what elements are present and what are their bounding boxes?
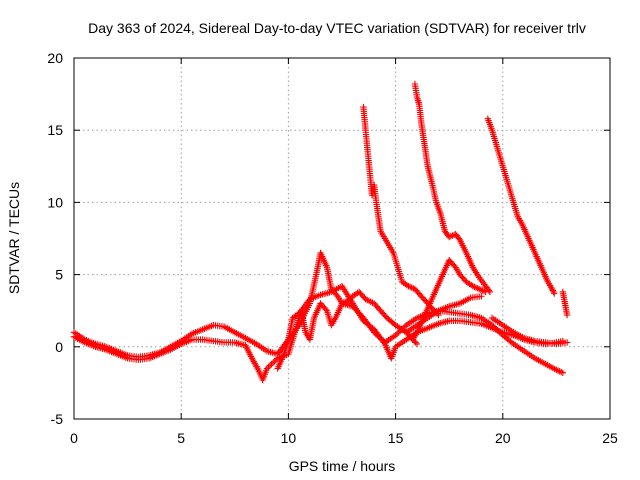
data-point	[451, 262, 458, 270]
x-tick-label: 15	[388, 430, 404, 446]
data-point	[433, 310, 441, 317]
data-point	[295, 310, 302, 317]
series-track-g	[411, 80, 494, 296]
data-point	[392, 332, 399, 339]
y-tick-label: 5	[55, 267, 63, 283]
data-point	[333, 291, 340, 299]
data-point	[432, 308, 439, 316]
x-axis-title: GPS time / hours	[289, 458, 396, 474]
data-point	[549, 287, 557, 294]
x-tick-labels: 0 5 10 15 20 25	[70, 430, 618, 446]
data-points	[70, 80, 571, 384]
data-point	[413, 340, 421, 348]
x-tick-label: 20	[495, 430, 511, 446]
data-point	[390, 320, 398, 328]
data-point	[508, 339, 516, 346]
series-track-i	[559, 288, 571, 319]
series-track-e	[403, 293, 485, 336]
data-point	[322, 306, 329, 313]
series-track-c	[274, 288, 421, 372]
series-track-h	[484, 115, 558, 297]
x-tick-label: 10	[281, 430, 297, 446]
data-point	[268, 360, 275, 368]
data-point	[455, 235, 463, 242]
data-point	[563, 339, 571, 346]
data-point	[551, 290, 558, 297]
data-point	[412, 339, 419, 346]
y-axis-title: SDTVAR / TECUs	[6, 182, 22, 294]
data-point	[269, 359, 277, 366]
y-tick-labels: -5 0 5 10 15 20	[47, 50, 63, 427]
chart-title: Day 363 of 2024, Sidereal Day-to-day VTE…	[88, 20, 586, 36]
data-point	[393, 330, 401, 338]
data-point	[485, 287, 493, 294]
data-point	[478, 293, 485, 300]
x-tick-label: 5	[177, 430, 185, 446]
data-point	[435, 311, 442, 319]
y-tick-label: 10	[47, 194, 63, 210]
y-tick-label: -5	[51, 411, 64, 427]
data-point	[369, 325, 376, 332]
data-point	[550, 288, 557, 296]
series-track-f	[360, 103, 442, 319]
data-point	[266, 362, 274, 369]
series-track-j	[488, 314, 571, 348]
series-track-b	[70, 282, 567, 384]
y-tick-label: 20	[47, 50, 63, 66]
x-tick-label: 0	[70, 430, 78, 446]
data-point	[563, 311, 571, 319]
y-tick-label: 0	[55, 339, 63, 355]
data-point	[345, 297, 352, 304]
data-point	[271, 358, 278, 365]
data-point	[263, 365, 271, 372]
data-point	[265, 363, 272, 371]
y-tick-label: 15	[47, 122, 63, 138]
data-point	[486, 288, 494, 296]
data-point	[559, 369, 567, 376]
x-tick-label: 25	[602, 430, 618, 446]
plot-frame	[73, 57, 611, 420]
data-point	[346, 295, 354, 303]
data-point	[430, 307, 438, 314]
data-point	[429, 306, 437, 313]
axis-ticks	[73, 57, 611, 420]
data-point	[272, 356, 280, 363]
data-point	[548, 285, 556, 293]
